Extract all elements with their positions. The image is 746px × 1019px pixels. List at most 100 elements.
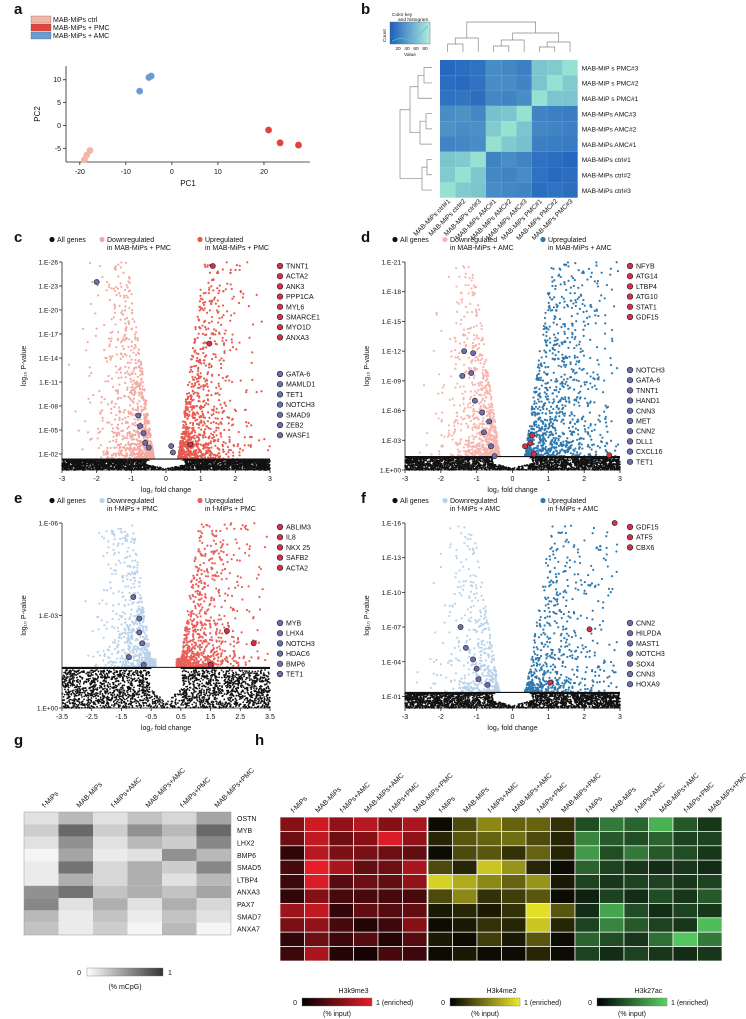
upregulated-point — [214, 392, 217, 395]
dendrogram-branch — [417, 74, 432, 99]
upregulated-point — [179, 440, 182, 443]
upregulated-point — [189, 456, 192, 459]
downregulated-point — [122, 313, 125, 316]
downregulated-point — [128, 306, 131, 310]
downregulated-point — [108, 343, 111, 346]
downregulated-point — [139, 418, 142, 421]
upregulated-point — [206, 456, 210, 459]
upregulated-point — [222, 450, 225, 453]
pca-legend-swatch — [30, 15, 52, 24]
upregulated-point — [198, 305, 201, 308]
downregulated-point — [129, 377, 132, 380]
downregulated-point — [102, 453, 105, 456]
downregulated-point — [100, 456, 103, 459]
upregulated-point — [216, 299, 219, 302]
downregulated-point — [137, 364, 141, 368]
downregulated-point — [113, 266, 117, 269]
color-key-tick: 60 — [413, 46, 419, 52]
downregulated-point — [112, 435, 115, 438]
heatmap-cell — [485, 182, 502, 198]
upregulated-point — [197, 370, 200, 373]
upregulated-point — [213, 431, 216, 434]
upregulated-point — [200, 414, 203, 418]
downregulated-point — [121, 345, 124, 348]
upregulated-point — [204, 333, 207, 336]
heatmap-cell — [501, 136, 517, 152]
gene-point — [68, 463, 71, 466]
gene-point — [261, 461, 264, 464]
gene-point — [243, 462, 246, 465]
panel-d-volcano: -3 -2 -1 0 1 2 31.E-211.E-181.E-151.E-121.E-09… — [364, 236, 665, 494]
gene-point — [262, 463, 265, 466]
upregulated-point — [200, 385, 203, 388]
gene-point — [268, 464, 271, 467]
downregulated-point — [150, 442, 153, 445]
downregulated-point — [113, 311, 116, 314]
downregulated-point — [139, 405, 143, 408]
upregulated-point — [263, 438, 266, 441]
heatmap-cell — [547, 105, 563, 122]
upregulated-point — [227, 428, 231, 432]
downregulated-point — [115, 293, 118, 297]
downregulated-point — [99, 410, 102, 413]
gene-point — [61, 464, 64, 467]
gene-point — [132, 461, 135, 464]
gene-point — [225, 460, 228, 463]
downregulated-point — [110, 377, 114, 380]
upregulated-point — [222, 448, 225, 451]
downregulated-point — [114, 365, 117, 368]
downregulated-point — [124, 305, 127, 308]
downregulated-point — [134, 424, 137, 427]
pca-point — [86, 147, 94, 154]
volcano-xtick-label: 2 — [233, 476, 237, 483]
gene-point — [92, 462, 95, 464]
pca-xtick-label: -20 — [75, 169, 85, 176]
downregulated-point — [134, 343, 137, 347]
gene-point — [66, 462, 69, 465]
downregulated-point — [105, 453, 108, 456]
heatmap-cell — [547, 60, 563, 76]
upregulated-point — [231, 297, 234, 300]
gene-point — [205, 462, 208, 464]
upregulated-point — [235, 264, 238, 267]
downregulated-point — [143, 389, 146, 392]
upregulated-point — [267, 449, 270, 452]
upregulated-point — [214, 353, 217, 356]
gene-point — [101, 468, 104, 471]
gene-list-dot-red — [276, 313, 284, 321]
upregulated-point — [197, 383, 201, 386]
upregulated-point — [189, 401, 192, 404]
downregulated-point — [125, 354, 128, 357]
downregulated-point — [89, 401, 92, 404]
gene-point — [130, 460, 133, 463]
upregulated-point — [197, 332, 200, 335]
upregulated-point — [203, 430, 206, 433]
downregulated-point — [67, 363, 70, 366]
downregulated-point — [127, 432, 130, 435]
downregulated-point — [123, 408, 126, 412]
upregulated-point — [210, 285, 213, 288]
upregulated-point — [217, 399, 221, 402]
gene-point — [171, 468, 174, 471]
volcano-ytick-label: 1.E-05 — [39, 428, 59, 435]
upregulated-point — [210, 320, 213, 323]
downregulated-point — [125, 448, 128, 451]
downregulated-point — [113, 307, 116, 310]
heatmap-cell — [516, 60, 532, 76]
downregulated-point — [88, 374, 91, 377]
downregulated-point — [115, 346, 118, 349]
downregulated-point — [134, 362, 137, 365]
volcano-xtick-label: 0 — [164, 476, 168, 483]
upregulated-point — [216, 392, 219, 395]
upregulated-point — [230, 287, 233, 291]
gene-point — [110, 462, 112, 465]
downregulated-point — [131, 433, 134, 436]
upregulated-point — [242, 292, 245, 295]
gene-point — [64, 464, 67, 466]
gene-point — [105, 465, 108, 468]
upregulated-point — [234, 268, 237, 272]
upregulated-point — [191, 370, 194, 373]
upregulated-point — [191, 422, 195, 425]
upregulated-point — [231, 451, 235, 454]
gene-point — [218, 462, 221, 465]
